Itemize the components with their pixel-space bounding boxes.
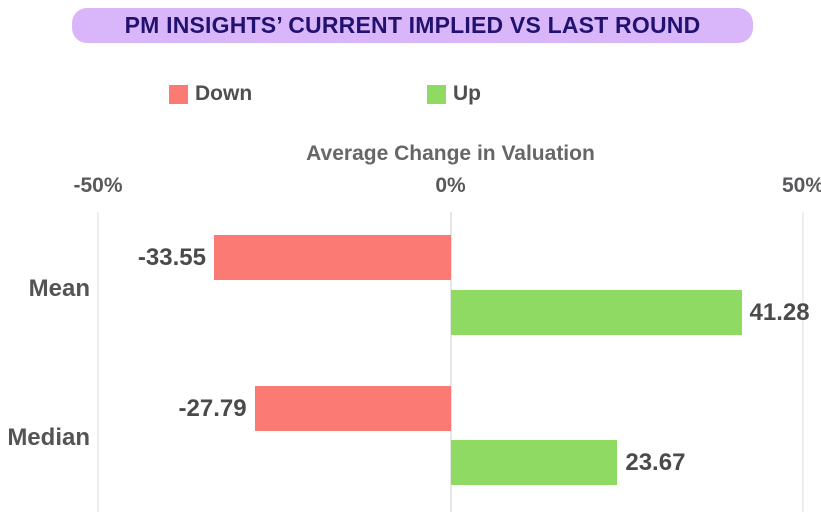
bar-value-label-mean-down: -33.55 [137, 244, 206, 271]
bar-value-label-median-down: -27.79 [178, 395, 247, 422]
legend-swatch-down-icon [169, 84, 188, 104]
bar-row-mean-down: -33.55 [98, 235, 803, 280]
axis-title: Average Change in Valuation [306, 142, 595, 165]
tick-neg-50: -50% [73, 174, 123, 197]
bar-value-label-median-up: 23.67 [625, 449, 686, 476]
bar-row-mean-up: 41.28 [98, 290, 810, 335]
gridline-neg-50 [97, 212, 99, 512]
gridline-zero [450, 212, 451, 512]
tick-pos-50: 50% [781, 174, 821, 197]
gridline-pos-50 [802, 212, 804, 512]
bar-mean-down[interactable] [213, 235, 451, 280]
legend-label-up: Up [453, 82, 481, 105]
page-title: PM INSIGHTS’ CURRENT IMPLIED VS LAST ROU… [72, 8, 753, 43]
plot-area: -33.55 41.28 -27.79 23.67 [97, 212, 810, 512]
bar-median-down[interactable] [254, 386, 451, 431]
bar-value-label-mean-up: 41.28 [749, 299, 810, 326]
bar-row-median-down: -27.79 [98, 386, 803, 431]
tick-zero: 0% [435, 174, 466, 197]
category-label-mean: Mean [28, 275, 90, 302]
bar-median-up[interactable] [450, 440, 618, 485]
legend-swatch-up-icon [427, 84, 446, 104]
legend-item-up[interactable]: Up [427, 82, 481, 106]
legend-label-down: Down [195, 82, 253, 105]
legend-item-down[interactable]: Down [169, 82, 252, 106]
category-label-median: Median [7, 424, 90, 451]
bar-mean-up[interactable] [450, 290, 742, 335]
x-axis-ticks: -50% 0% 50% [73, 174, 821, 200]
bar-row-median-up: 23.67 [98, 440, 803, 485]
